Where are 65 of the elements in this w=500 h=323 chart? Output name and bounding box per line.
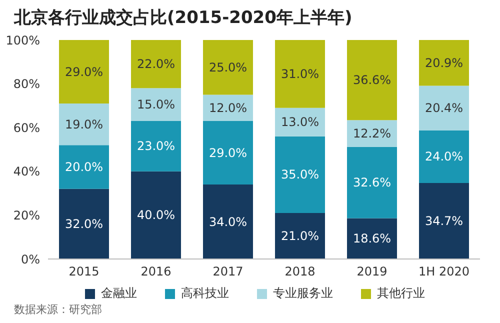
y-tick-label: 100% (6, 33, 40, 48)
data-label: 34.0% (208, 214, 248, 229)
bar (275, 136, 325, 214)
data-label: 25.0% (208, 60, 248, 74)
data-label: 12.2% (352, 126, 392, 141)
data-label: 31.0% (280, 66, 320, 81)
bar (203, 40, 253, 95)
bar (347, 218, 397, 259)
y-tick-label: 60% (13, 120, 40, 135)
data-label: 15.0% (136, 98, 176, 112)
y-tick-label: 40% (13, 164, 40, 179)
bar (131, 121, 181, 172)
x-tick-label: 2019 (356, 264, 388, 279)
data-label: 34.7% (424, 214, 464, 228)
data-label: 20.0% (64, 160, 104, 174)
data-label: 29.0% (208, 146, 248, 160)
bar (59, 104, 109, 146)
bar (419, 183, 469, 259)
bar (347, 40, 397, 120)
bar (419, 130, 469, 184)
y-tick-label: 0% (20, 252, 40, 266)
bar (59, 145, 109, 189)
chart-title: 北京各行业成交占比(2015-2020年上半年) (14, 7, 352, 29)
bar (419, 40, 469, 86)
x-tick-label: 2018 (284, 264, 316, 279)
legend-label: 专业服务业 (272, 285, 333, 302)
data-label: 21.0% (280, 229, 320, 244)
x-tick-label: 2015 (68, 264, 100, 279)
bar (59, 40, 109, 104)
legend-label: 金融业 (100, 285, 137, 302)
bar (203, 121, 253, 185)
x-tick-label: 2017 (212, 264, 244, 279)
data-label: 35.0% (280, 168, 320, 182)
bar (59, 188, 109, 259)
y-tick-label: 20% (13, 208, 40, 222)
data-label: 29.0% (64, 64, 104, 79)
bar (275, 108, 325, 136)
y-tick-label: 80% (13, 77, 40, 92)
source-note: 数据来源：研究部 (14, 302, 102, 317)
data-label: 13.0% (280, 115, 320, 130)
bar (131, 88, 181, 122)
data-label: 18.6% (352, 232, 392, 246)
data-label: 23.0% (136, 139, 176, 154)
bar (203, 184, 253, 259)
legend-label: 其他行业 (376, 285, 425, 302)
data-label: 32.6% (352, 176, 392, 190)
data-label: 36.6% (352, 73, 392, 88)
data-label: 19.0% (64, 117, 104, 132)
bar (275, 40, 325, 108)
bar (347, 146, 397, 218)
data-label: 12.0% (208, 100, 248, 115)
data-label: 20.9% (424, 56, 464, 70)
x-tick-label: 1H 2020 (418, 264, 470, 279)
data-label: 40.0% (136, 208, 176, 222)
data-label: 24.0% (424, 150, 464, 164)
bar (131, 40, 181, 88)
bar (347, 120, 397, 147)
bar (419, 86, 469, 130)
bar (275, 213, 325, 259)
data-label: 22.0% (136, 57, 176, 72)
x-tick-label: 2016 (140, 264, 172, 279)
data-label: 20.4% (424, 101, 464, 116)
legend-label: 高科技业 (180, 285, 229, 302)
data-label: 32.0% (64, 216, 104, 231)
bar (131, 171, 181, 259)
